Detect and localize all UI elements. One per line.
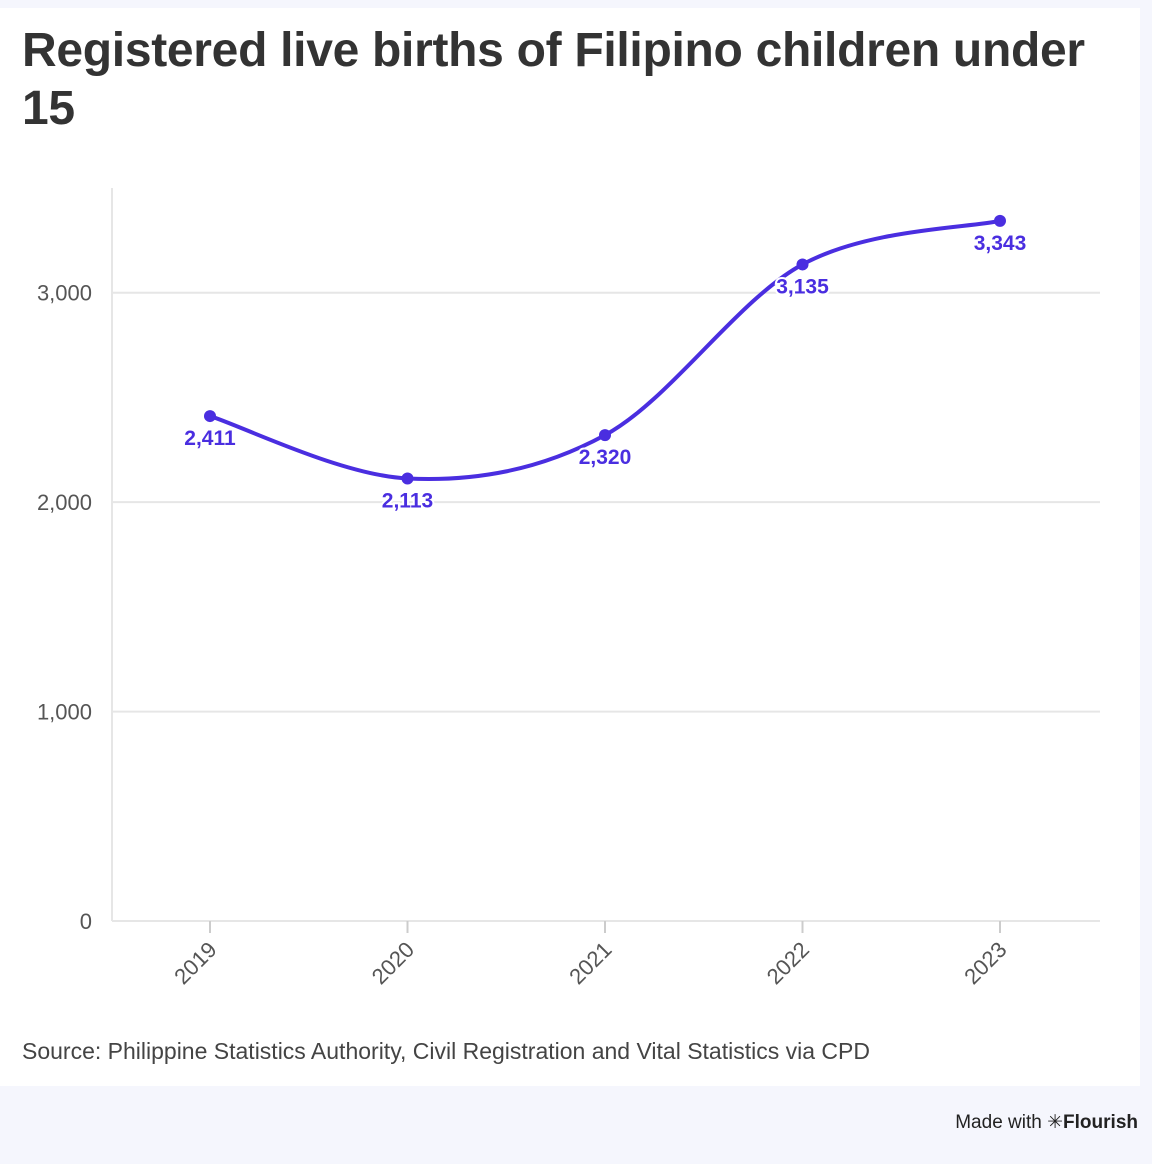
x-axis: 2019 2020 2021 2022 2023: [169, 921, 1012, 989]
credit-brand: Flourish: [1063, 1112, 1138, 1133]
line-chart: 0 1,000 2,000 3,000 2019 2020 2021 2022 2023 2,…: [37, 188, 1100, 989]
x-tick-label: 2019: [169, 937, 221, 989]
x-tick-label: 2021: [564, 937, 616, 989]
chart-card: [0, 8, 1140, 1086]
data-point: [994, 214, 1006, 227]
data-point: [401, 472, 414, 485]
data-label: 2,113: [382, 489, 433, 512]
y-tick-label: 3,000: [37, 281, 92, 306]
x-tick-label: 2020: [367, 937, 419, 989]
flourish-credit[interactable]: Made with ✳Flourish: [955, 1111, 1138, 1134]
y-tick-label: 0: [80, 909, 92, 934]
x-tick-label: 2023: [959, 937, 1011, 989]
x-tick-label: 2022: [762, 937, 814, 989]
data-label: 2,411: [184, 427, 236, 450]
data-label: 2,320: [579, 446, 632, 469]
data-point: [599, 429, 611, 442]
data-point: [796, 258, 809, 271]
gridlines: [112, 291, 1100, 922]
chart-title: Registered live births of Filipino child…: [22, 24, 1085, 135]
source-note: Source: Philippine Statistics Authority,…: [22, 1038, 870, 1064]
y-tick-label: 1,000: [37, 700, 92, 725]
data-label: 3,343: [974, 232, 1027, 255]
y-tick-label: 2,000: [37, 490, 92, 515]
credit-prefix: Made with: [955, 1112, 1042, 1133]
series-layer: 2,411 2,113 2,320 3,135 3,343: [182, 214, 1028, 514]
data-point: [204, 410, 216, 423]
asterisk-icon: ✳: [1047, 1112, 1064, 1133]
y-axis: 0 1,000 2,000 3,000: [37, 188, 113, 934]
data-label: 3,135: [776, 275, 829, 298]
